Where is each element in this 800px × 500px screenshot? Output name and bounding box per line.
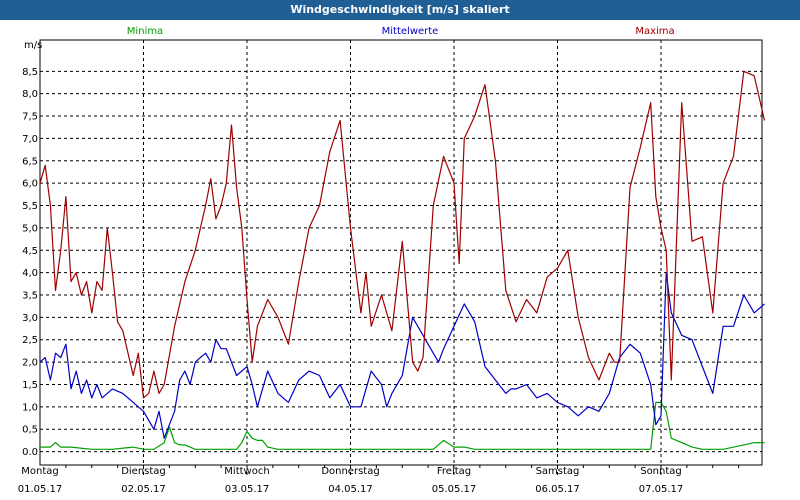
x-tick-day: Montag xyxy=(21,466,58,477)
x-tick-day: Donnerstag xyxy=(321,466,379,477)
y-axis-label: m/s xyxy=(24,40,42,51)
y-tick-label: 3,0 xyxy=(22,313,38,324)
y-tick-label: 2,5 xyxy=(22,335,38,346)
x-tick-day: Sonntag xyxy=(640,466,682,477)
x-tick-day: Samstag xyxy=(536,466,580,477)
legend-mittelwerte: Mittelwerte xyxy=(382,26,439,37)
series-mittelwerte-line xyxy=(39,272,765,439)
x-tick-day: Mittwoch xyxy=(224,466,269,477)
y-tick-label: 7,5 xyxy=(22,112,38,123)
x-tick-day: Dienstag xyxy=(121,466,166,477)
wind-speed-chart: m/s 0.0 0,5 1,0 1,5 2,0 2,5 3,0 3,5 4,0 4,5 5,0 5,5 6… xyxy=(18,26,766,495)
x-tick-date: 05.05.17 xyxy=(432,484,477,495)
x-tick-day: Freitag xyxy=(437,466,471,477)
y-tick-label: 1,0 xyxy=(22,402,38,413)
y-tick-label: 8,0 xyxy=(22,89,38,100)
y-tick-label: 6,5 xyxy=(22,156,38,167)
y-tick-label: 7,0 xyxy=(22,134,38,145)
legend-minima: Minima xyxy=(127,26,163,37)
legend-maxima: Maxima xyxy=(635,26,674,37)
y-tick-label: 8,5 xyxy=(22,67,38,78)
y-tick-label: 5,0 xyxy=(22,223,38,234)
x-tick-date: 01.05.17 xyxy=(18,484,63,495)
y-tick-label: 4,0 xyxy=(22,268,38,279)
x-tick-date: 02.05.17 xyxy=(121,484,166,495)
x-tick-date: 06.05.17 xyxy=(535,484,580,495)
chart-title: Windgeschwindigkeit [m/s] skaliert xyxy=(0,0,800,20)
x-tick-date: 03.05.17 xyxy=(225,484,270,495)
y-tick-label: 3,5 xyxy=(22,291,38,302)
y-tick-label: 0.0 xyxy=(22,447,38,458)
x-tick-date: 07.05.17 xyxy=(639,484,684,495)
y-tick-label: 5,5 xyxy=(22,201,38,212)
y-tick-label: 2,0 xyxy=(22,358,38,369)
y-tick-label: 0,5 xyxy=(22,425,38,436)
x-tick-date: 04.05.17 xyxy=(328,484,373,495)
y-tick-label: 1,5 xyxy=(22,380,38,391)
series-maxima-line xyxy=(39,70,766,399)
y-tick-label: 6,0 xyxy=(22,179,38,190)
y-tick-label: 4,5 xyxy=(22,246,38,257)
